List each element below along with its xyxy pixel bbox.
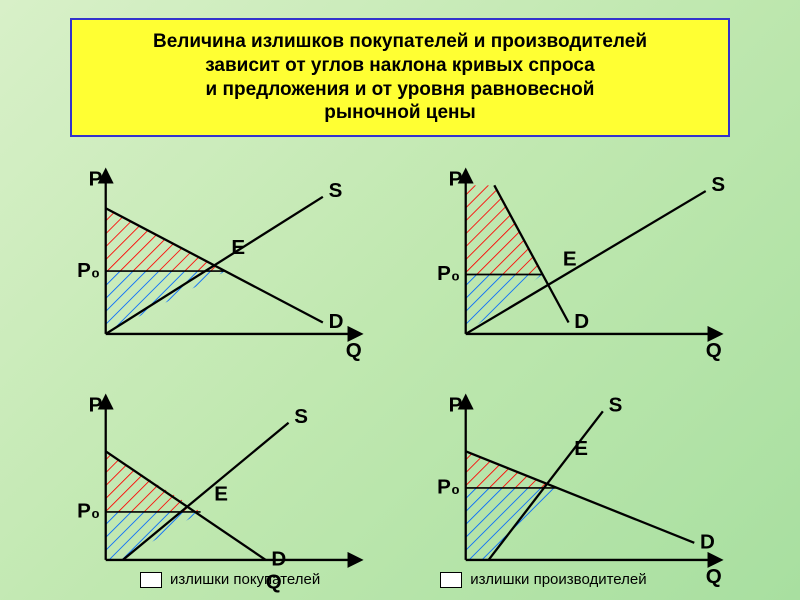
label-q: Q [346, 339, 362, 362]
label-p0: P₀ [437, 262, 460, 285]
legend-producer-label: излишки производителей [470, 571, 646, 588]
producer-surplus [106, 271, 226, 334]
label-s: S [329, 179, 343, 202]
label-s: S [609, 394, 623, 417]
legend-consumer: излишки покупателей [140, 571, 320, 588]
label-p: P [449, 167, 463, 190]
label-e: E [574, 437, 588, 460]
title-line-2: зависит от углов наклона кривых спроса [205, 55, 595, 76]
label-d: D [574, 310, 589, 333]
label-p: P [449, 394, 463, 417]
legend-producer: излишки производителей [440, 571, 646, 588]
chart-svg: P Q S D E P₀ [60, 160, 380, 376]
legend-consumer-label: излишки покупателей [170, 571, 320, 588]
label-p: P [89, 394, 103, 417]
title-line-4: рыночной цены [324, 102, 475, 123]
label-e: E [231, 236, 245, 259]
label-s: S [294, 405, 308, 428]
label-d: D [271, 548, 286, 571]
label-e: E [563, 247, 577, 270]
legend-consumer-box [140, 572, 162, 588]
title-line-3: и предложения и от уровня равновесной [206, 79, 595, 100]
label-e: E [214, 483, 228, 506]
label-s: S [711, 173, 725, 196]
producer-surplus [466, 274, 543, 333]
label-d: D [329, 310, 344, 333]
label-q: Q [706, 339, 722, 362]
charts-grid: P Q S D E P₀ P Q S D E P₀ [60, 160, 740, 560]
label-d: D [700, 531, 715, 554]
label-p0: P₀ [437, 476, 460, 499]
consumer-surplus [466, 185, 543, 274]
title-box: Величина излишков покупателей и производ… [70, 18, 730, 137]
legend: излишки покупателей излишки производител… [140, 571, 647, 588]
label-p0: P₀ [77, 259, 100, 282]
label-q: Q [706, 565, 722, 588]
chart-top-right: P Q S D E P₀ [420, 160, 740, 376]
producer-surplus [466, 488, 557, 560]
chart-svg: P Q S D E P₀ [420, 160, 740, 376]
title-line-1: Величина излишков покупателей и производ… [153, 31, 647, 52]
chart-top-left: P Q S D E P₀ [60, 160, 380, 376]
legend-producer-box [440, 572, 462, 588]
label-p: P [89, 167, 103, 190]
label-p0: P₀ [77, 500, 100, 523]
